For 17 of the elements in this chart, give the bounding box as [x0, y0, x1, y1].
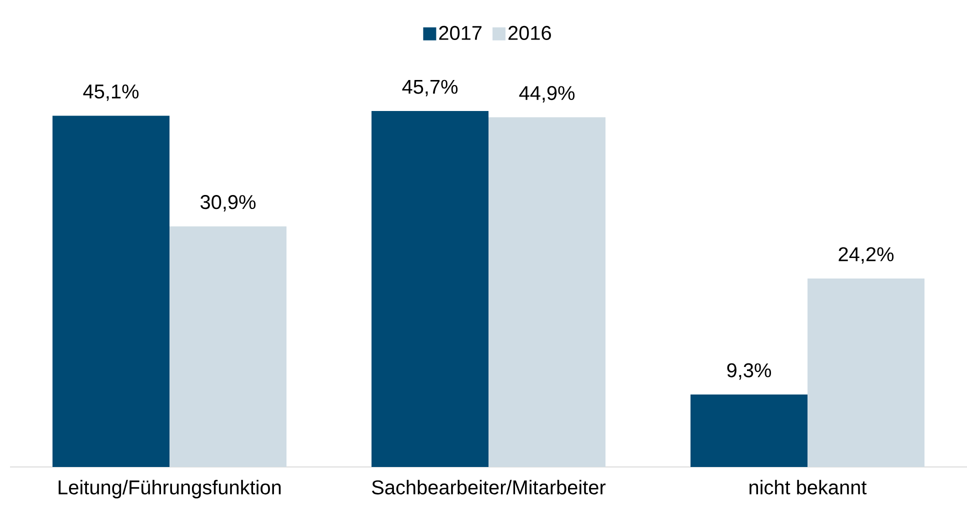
data-label: 45,7%	[402, 80, 458, 96]
bar	[488, 117, 606, 467]
data-label: 24,2%	[838, 247, 894, 264]
bar	[372, 111, 489, 467]
bar	[690, 394, 808, 467]
data-label: 45,1%	[83, 84, 139, 101]
data-label: 44,9%	[519, 86, 575, 102]
bar	[170, 226, 287, 467]
x-tick-label: nicht bekannt	[750, 480, 867, 494]
data-label: 30,9%	[200, 195, 256, 212]
legend-label: 2017	[439, 26, 482, 40]
x-tick-label: Sachbearbeiter/Mitarbeiter	[372, 480, 606, 494]
x-tick-label: Leitung/Führungsfunktion	[58, 480, 281, 498]
bar	[52, 116, 170, 467]
data-label: 9,3%	[727, 363, 771, 380]
legend-label: 2016	[508, 26, 551, 40]
bar	[808, 278, 925, 467]
